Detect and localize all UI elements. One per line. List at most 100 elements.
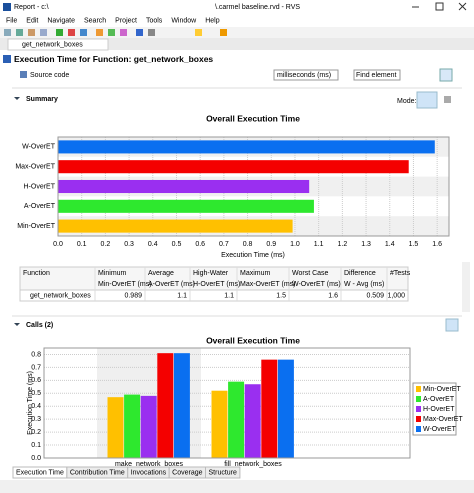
tool-icon[interactable] [148, 29, 155, 36]
column-header[interactable]: Function [23, 270, 50, 277]
tab-label: Coverage [172, 469, 202, 476]
tool-icon[interactable] [16, 29, 23, 36]
x-tick-label: 0.0 [53, 241, 63, 248]
bottom-tab[interactable]: Structure [205, 466, 241, 479]
column-header[interactable]: High-Water [193, 270, 229, 277]
menu-item[interactable]: File [6, 17, 17, 24]
legend-swatch [416, 416, 421, 422]
toolbar [0, 27, 474, 38]
menu-item[interactable]: Navigate [47, 17, 75, 24]
tool-icon[interactable] [28, 29, 35, 36]
column-subheader: W - Avg (ms) [344, 281, 384, 288]
tool-icon[interactable] [195, 29, 202, 36]
maximize[interactable] [435, 2, 444, 11]
tool-icon[interactable] [136, 29, 143, 36]
x-tick-label: 0.8 [243, 241, 253, 248]
collapse-icon[interactable] [14, 323, 20, 326]
source-code-button[interactable]: Source code [30, 72, 69, 79]
window-title: Report - c:\ [14, 4, 49, 11]
x-tick-label: 0.3 [124, 241, 134, 248]
menu-item[interactable]: Help [205, 17, 220, 24]
editor-tab-label: get_network_boxes [22, 41, 83, 48]
y-tick-label: Min-OverET [17, 223, 55, 230]
cell: 1.1 [177, 292, 187, 299]
y-tick-label: 0.8 [31, 351, 41, 358]
bottom-tab[interactable]: Execution Time [12, 466, 68, 479]
y-tick-label: 0.7 [31, 364, 41, 371]
bottom-tab[interactable]: Invocations [127, 466, 170, 479]
menu-item[interactable]: Search [84, 17, 106, 24]
bar [261, 359, 278, 458]
cell: 0.989 [124, 292, 142, 299]
source-icon [20, 71, 27, 78]
chart-title: Overall Execution Time [206, 113, 300, 123]
tool-icon[interactable] [220, 29, 227, 36]
menu-item[interactable]: Edit [26, 17, 38, 24]
tool-icon[interactable] [96, 29, 103, 36]
bar [244, 384, 261, 458]
column-header[interactable]: Worst Case [292, 270, 329, 277]
bar [58, 179, 310, 194]
x-tick-label: fill_network_boxes [224, 461, 282, 468]
column-header[interactable]: #Tests [390, 270, 411, 277]
bottom-tabs: Execution Time Contribution Time Invocatio… [12, 466, 241, 479]
tool-icon[interactable] [40, 29, 47, 36]
x-tick-label: 1.6 [432, 241, 442, 248]
unit-select-label: milliseconds (ms) [277, 72, 331, 79]
column-header[interactable]: Average [148, 270, 174, 277]
x-tick-label: 1.4 [385, 241, 395, 248]
calls-chart: Overall Execution Time 0.0 0.1 0.2 0.3 0.4 0.5… [27, 335, 464, 468]
bar [211, 390, 228, 458]
editor-tab[interactable] [7, 38, 109, 51]
bar [228, 381, 245, 458]
mode-button[interactable] [444, 96, 451, 103]
menu-item[interactable]: Window [171, 17, 197, 24]
tool-icon[interactable] [56, 29, 63, 36]
column-header[interactable]: Difference [344, 270, 376, 277]
tab-box [205, 466, 241, 479]
menu-bar: File Edit Navigate Search Project Tools Window… [6, 17, 220, 24]
calls-button[interactable] [445, 318, 459, 332]
chart-title: Overall Execution Time [206, 335, 300, 345]
cell: 1.5 [276, 292, 286, 299]
tab-label: Execution Time [16, 469, 64, 476]
x-tick-label: make_network_boxes [115, 461, 184, 468]
bottom-tab[interactable]: Contribution Time [66, 466, 129, 479]
mode-button[interactable] [416, 91, 438, 109]
tool-icon[interactable] [108, 29, 115, 36]
y-tick-label: 0.3 [31, 416, 41, 423]
tool-icon[interactable] [120, 29, 127, 36]
menu-item[interactable]: Tools [146, 17, 163, 24]
unit-select[interactable] [273, 69, 339, 81]
collapse-icon[interactable] [14, 97, 20, 100]
y-axis-label: Execution Time (ms) [27, 371, 34, 435]
column-subheader: H-OverET (ms) [193, 281, 240, 288]
legend-label: A-OverET [423, 396, 455, 403]
tool-icon[interactable] [68, 29, 75, 36]
y-tick-label: W-OverET [22, 144, 56, 151]
page-title: Execution Time for Function: get_network… [14, 54, 213, 64]
legend-swatch [416, 396, 421, 402]
view-toggle[interactable] [439, 68, 453, 82]
bar [173, 353, 190, 458]
bar [124, 394, 141, 458]
x-axis-label: Execution Time (ms) [221, 252, 285, 259]
column-header[interactable]: Maximum [240, 270, 271, 277]
bar [107, 397, 124, 458]
tool-icon[interactable] [80, 29, 87, 36]
x-tick-label: 1.0 [290, 241, 300, 248]
find-select[interactable] [353, 69, 401, 81]
y-tick-label: 0.0 [31, 455, 41, 462]
bottom-tab[interactable]: Coverage [168, 466, 206, 479]
scrollbar[interactable] [462, 262, 470, 312]
tool-icon[interactable] [4, 29, 11, 36]
status-bar [0, 480, 474, 493]
window-title: \.carmel baseline.rvd - RVS [215, 4, 300, 11]
menu-item[interactable]: Project [115, 17, 137, 24]
x-tick-label: 1.5 [409, 241, 419, 248]
column-header[interactable]: Minimum [98, 270, 127, 277]
section-title: Summary [26, 96, 58, 103]
close[interactable] [458, 2, 467, 11]
